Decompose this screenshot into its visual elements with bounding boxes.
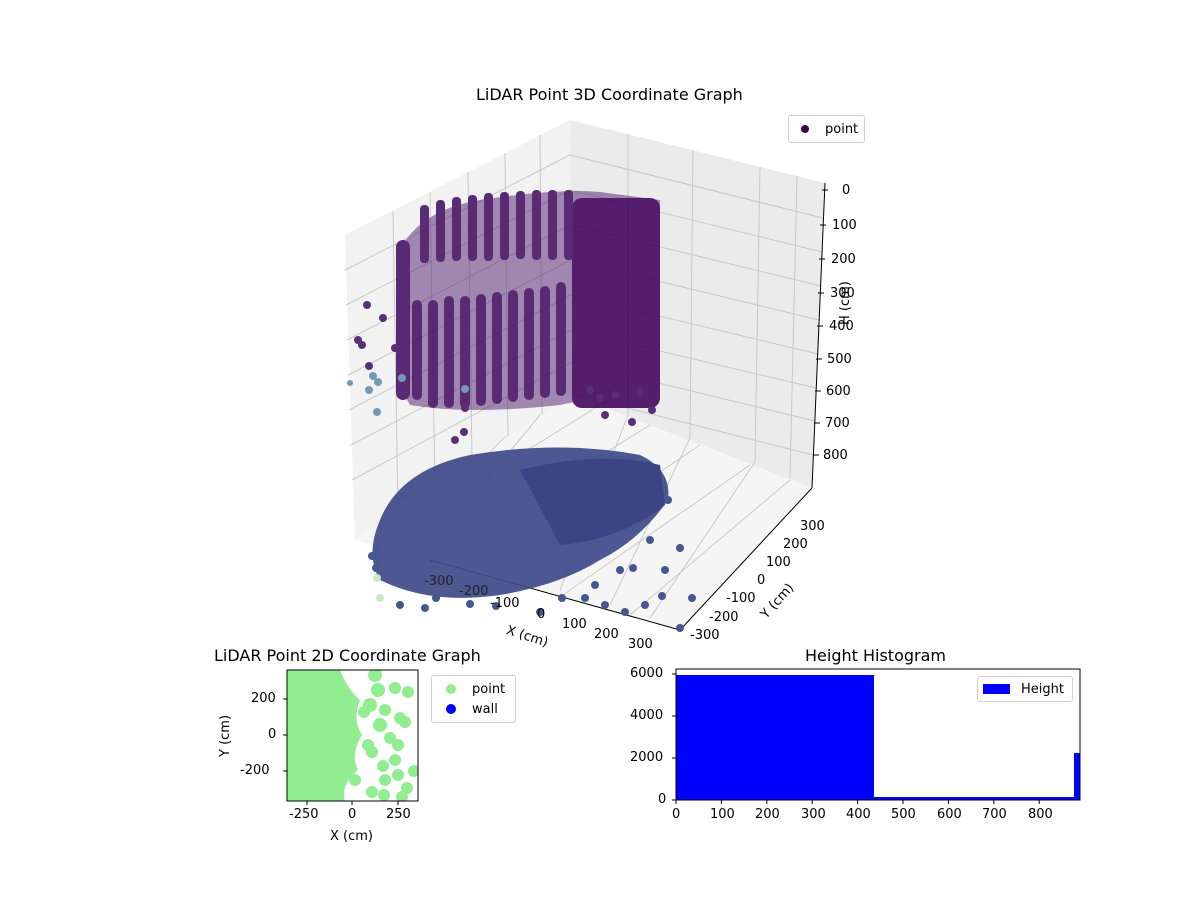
legend-point-label: point [472, 681, 506, 697]
z-tick: 400 [829, 319, 854, 334]
plot2d-x-axis-label: X (cm) [330, 829, 373, 844]
plot2d-y-tick: -200 [240, 763, 270, 778]
z-tick: 600 [826, 384, 851, 399]
hist-x-tick: 0 [672, 807, 681, 822]
floor-points [368, 447, 696, 632]
hist-x-tick: 600 [937, 807, 962, 822]
hist-x-tick: 500 [891, 807, 916, 822]
y-tick: 300 [800, 519, 825, 534]
legend-point-marker-icon [446, 684, 456, 694]
upper-wall-points [347, 190, 660, 444]
y-tick: 100 [766, 555, 791, 570]
plot2d-y-tick: 200 [251, 691, 276, 706]
hist-x-tick: 300 [801, 807, 826, 822]
legend-point-marker-icon [801, 125, 809, 133]
histogram-legend: Height [977, 676, 1073, 702]
hist-y-tick: 4000 [630, 708, 664, 723]
x-tick: 300 [628, 637, 653, 652]
hist-x-tick: 100 [710, 807, 735, 822]
plot2d-y-axis-label: Y (cm) [218, 714, 233, 757]
hist-x-tick: 800 [1028, 807, 1053, 822]
hist-x-tick: 700 [982, 807, 1007, 822]
x-tick: 0 [537, 607, 546, 622]
legend-height-swatch-icon [983, 684, 1010, 694]
legend-height-label: Height [1021, 681, 1064, 697]
plot2d-x-tick: 250 [386, 807, 411, 822]
y-tick: -200 [709, 610, 739, 625]
legend-wall-label: wall [472, 701, 498, 717]
x-tick: -100 [490, 596, 520, 611]
plot3d-title: LiDAR Point 3D Coordinate Graph [476, 85, 743, 104]
plot2d-legend: point wall [431, 675, 517, 723]
y-tick: 200 [783, 537, 808, 552]
histogram-title: Height Histogram [805, 646, 946, 665]
x-tick: 200 [594, 627, 619, 642]
hist-y-tick: 6000 [630, 666, 664, 681]
legend-wall-marker-icon [446, 704, 456, 714]
plot2d-y-tick: 0 [268, 727, 277, 742]
hist-y-tick: 2000 [630, 750, 664, 765]
z-tick: 500 [827, 352, 852, 367]
z-tick: 300 [830, 286, 855, 301]
z-tick: 700 [825, 416, 850, 431]
plot2d-title: LiDAR Point 2D Coordinate Graph [214, 646, 481, 665]
z-tick: 800 [823, 448, 848, 463]
hist-x-tick: 200 [755, 807, 780, 822]
hist-x-tick: 400 [846, 807, 871, 822]
z-axis-label: H (cm) [838, 281, 853, 325]
y-tick: 0 [757, 573, 766, 588]
z-tick: 100 [832, 218, 857, 233]
z-tick: 200 [831, 252, 856, 267]
x-tick: 100 [562, 617, 587, 632]
y-tick: -300 [690, 628, 720, 643]
x-tick: -200 [459, 584, 489, 599]
legend-point-label: point [825, 121, 859, 137]
z-tick: 0 [842, 183, 851, 198]
plot2d-x-tick: 0 [348, 807, 357, 822]
plot3d-legend: point [788, 115, 866, 143]
x-tick: -300 [424, 574, 454, 589]
plot2d-x-tick: -250 [289, 807, 319, 822]
hist-y-tick: 0 [658, 792, 667, 807]
y-tick: -100 [726, 591, 756, 606]
pane-back-left [345, 120, 572, 540]
